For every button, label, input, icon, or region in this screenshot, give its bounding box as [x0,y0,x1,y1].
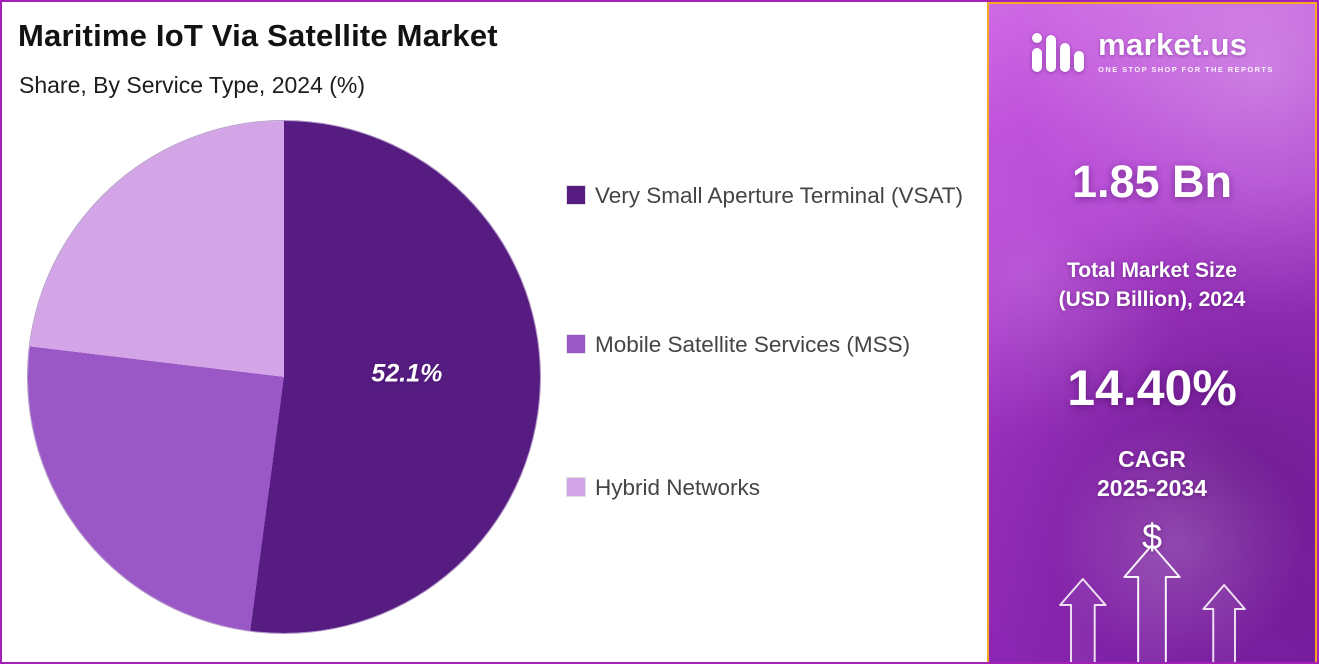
marketus-logo-textblock: market.us ONE STOP SHOP FOR THE REPORTS [1098,27,1274,75]
pie-chart-container: 52.1% [28,121,540,633]
legend-swatch-hybrid [567,478,585,496]
legend-swatch-vsat [567,186,585,204]
cagr-value: 14.40% [1067,360,1237,416]
marketus-logo-text: market.us [1098,27,1248,62]
growth-arrow-left-icon [1059,578,1107,662]
legend-label-mss: Mobile Satellite Services (MSS) [595,332,911,357]
dollar-icon: $ [1141,516,1163,557]
pie-chart [28,121,540,633]
market-size-label-line1: Total Market Size [1067,259,1237,282]
market-size-label: Total Market Size (USD Billion), 2024 [989,256,1315,315]
marketus-logo-tagline: ONE STOP SHOP FOR THE REPORTS [1098,65,1274,75]
cagr-label: CAGR [1118,446,1186,472]
marketus-logo: market.us ONE STOP SHOP FOR THE REPORTS [989,27,1315,75]
vsat-share-label: 52.1% [371,359,443,388]
growth-arrow-right-icon [1202,584,1246,662]
market-size-value: 1.85 Bn [1071,156,1233,207]
legend-label-vsat: Very Small Aperture Terminal (VSAT) [595,183,964,208]
legend-swatch-mss [567,335,585,353]
chart-subtitle: Share, By Service Type, 2024 (%) [19,72,366,98]
cagr-period: 2025-2034 [1097,475,1207,501]
legend-item-hybrid: Hybrid Networks [567,472,760,504]
chart-panel: Maritime IoT Via Satellite Market Share,… [2,2,987,662]
page-title: Maritime IoT Via Satellite Market [18,18,498,53]
market-size-label-line2: (USD Billion), 2024 [1058,288,1246,312]
legend: Very Small Aperture Terminal (VSAT) Mobi… [567,180,971,560]
sidebar: market.us ONE STOP SHOP FOR THE REPORTS … [987,2,1317,662]
legend-label-hybrid: Hybrid Networks [595,475,761,500]
legend-item-mss: Mobile Satellite Services (MSS) [567,329,910,361]
growth-arrow-center-icon [1123,544,1181,662]
growth-arrows-icon [1059,544,1246,662]
marketus-logo-icon [1032,33,1085,72]
legend-item-vsat: Very Small Aperture Terminal (VSAT) [567,180,963,212]
